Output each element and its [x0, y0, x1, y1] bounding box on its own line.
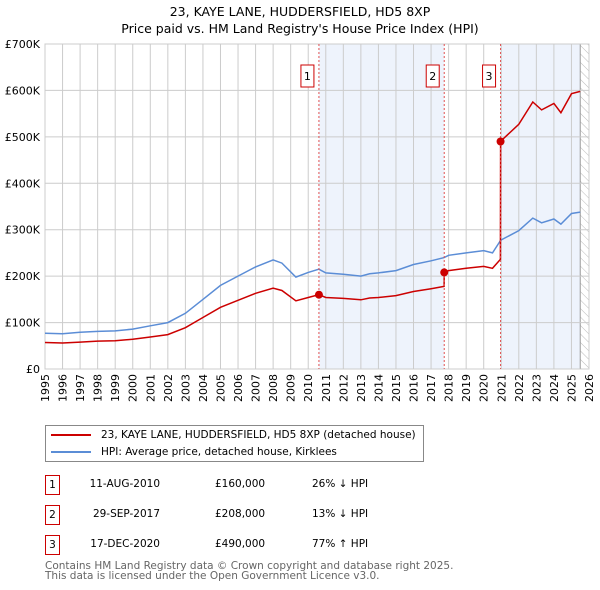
chart-subtitle: Price paid vs. HM Land Registry's House … — [121, 21, 479, 36]
x-tick-label: 1998 — [92, 374, 105, 402]
x-tick-label: 2014 — [372, 374, 385, 402]
x-tick-label: 2006 — [232, 374, 245, 402]
sale-hpi-diff: 77% ↑ HPI — [312, 538, 369, 550]
sale-row: 1 11-AUG-2010 £160,000 26% ↓ HPI — [45, 475, 465, 495]
x-tick-label: 2020 — [478, 374, 491, 402]
plot-border — [44, 43, 590, 370]
sale-point — [314, 290, 323, 299]
sale-badge-number: 2 — [429, 70, 436, 83]
sale-badge-number: 1 — [304, 70, 311, 83]
legend-item-hpi: HPI: Average price, detached house, Kirk… — [51, 444, 337, 460]
x-tick-label: 2001 — [144, 374, 157, 402]
sale-hpi-diff: 13% ↓ HPI — [312, 508, 369, 520]
x-tick-label: 2002 — [162, 374, 175, 402]
sale-badge — [425, 64, 440, 88]
x-tick-label: 2013 — [355, 374, 368, 402]
forecast-hatch — [580, 44, 589, 369]
x-tick-label: 1996 — [57, 374, 70, 402]
sale-hpi-diff: 26% ↓ HPI — [312, 478, 369, 490]
x-tick-label: 2007 — [250, 374, 263, 402]
x-tick-label: 2023 — [530, 374, 543, 402]
sale-number-badge: 1 — [45, 475, 60, 495]
x-tick-label: 2024 — [548, 374, 561, 402]
sale-point — [496, 137, 505, 146]
legend-label: 23, KAYE LANE, HUDDERSFIELD, HD5 8XP (de… — [101, 429, 416, 441]
sale-point — [440, 268, 449, 277]
sale-badge-number: 3 — [486, 70, 493, 83]
sale-date: 29-SEP-2017 — [92, 508, 160, 520]
sale-number-badge: 2 — [45, 505, 60, 525]
x-tick-label: 2011 — [320, 374, 333, 402]
property-price-line — [44, 90, 581, 344]
legend: 23, KAYE LANE, HUDDERSFIELD, HD5 8XP (de… — [45, 425, 424, 462]
sale-date: 11-AUG-2010 — [89, 478, 160, 490]
sale-number-badge: 3 — [45, 535, 60, 555]
x-tick-label: 2009 — [285, 374, 298, 402]
legend-swatch-blue — [51, 451, 91, 453]
x-tick-label: 2008 — [267, 374, 280, 402]
x-tick-label: 2021 — [495, 374, 508, 402]
x-tick-label: 1999 — [109, 374, 122, 402]
shaded-range — [500, 44, 581, 369]
sale-price: £208,000 — [215, 508, 266, 520]
x-tick-label: 2005 — [214, 374, 227, 402]
shaded-range — [318, 44, 445, 369]
x-tick-label: 2025 — [565, 374, 578, 402]
y-tick-label: £700K — [5, 38, 41, 51]
y-tick-label: £500K — [5, 131, 41, 144]
y-tick-label: £200K — [5, 270, 41, 283]
x-tick-label: 2010 — [302, 374, 315, 402]
x-tick-label: 2012 — [337, 374, 350, 402]
y-tick-label: £0 — [26, 363, 40, 376]
y-tick-label: £100K — [5, 317, 41, 330]
chart-title: 23, KAYE LANE, HUDDERSFIELD, HD5 8XP — [169, 4, 431, 19]
x-tick-label: 2017 — [425, 374, 438, 402]
x-tick-label: 2022 — [513, 374, 526, 402]
x-tick-label: 2016 — [408, 374, 421, 402]
x-tick-label: 2015 — [390, 374, 403, 402]
x-tick-label: 1997 — [74, 374, 87, 402]
sale-date: 17-DEC-2020 — [90, 538, 160, 550]
hpi-line — [44, 211, 581, 335]
footer-copyright: Contains HM Land Registry data © Crown c… — [45, 560, 454, 572]
x-tick-label: 2003 — [179, 374, 192, 402]
y-tick-label: £300K — [5, 224, 41, 237]
sale-badge — [300, 64, 315, 88]
legend-label: HPI: Average price, detached house, Kirk… — [101, 446, 337, 458]
x-tick-label: 2004 — [197, 374, 210, 402]
y-tick-label: £400K — [5, 177, 41, 190]
x-tick-label: 2026 — [583, 374, 596, 402]
legend-swatch-red — [51, 434, 91, 436]
x-tick-label: 2018 — [443, 374, 456, 402]
x-tick-label: 1995 — [39, 374, 52, 402]
sale-badge — [482, 64, 497, 88]
x-tick-label: 2019 — [460, 374, 473, 402]
sale-price: £160,000 — [215, 478, 266, 490]
sale-row: 3 17-DEC-2020 £490,000 77% ↑ HPI — [45, 535, 465, 555]
price-chart: 1 2 3 1995 1996 1997 1998 1999 2000 2001 2002 2003 2… — [5, 38, 596, 402]
sale-price: £490,000 — [215, 538, 266, 550]
footer-licence: This data is licensed under the Open Gov… — [45, 570, 380, 582]
legend-item-property: 23, KAYE LANE, HUDDERSFIELD, HD5 8XP (de… — [51, 427, 416, 443]
x-tick-label: 2000 — [127, 374, 140, 402]
sale-row: 2 29-SEP-2017 £208,000 13% ↓ HPI — [45, 505, 465, 525]
y-tick-label: £600K — [5, 84, 41, 97]
